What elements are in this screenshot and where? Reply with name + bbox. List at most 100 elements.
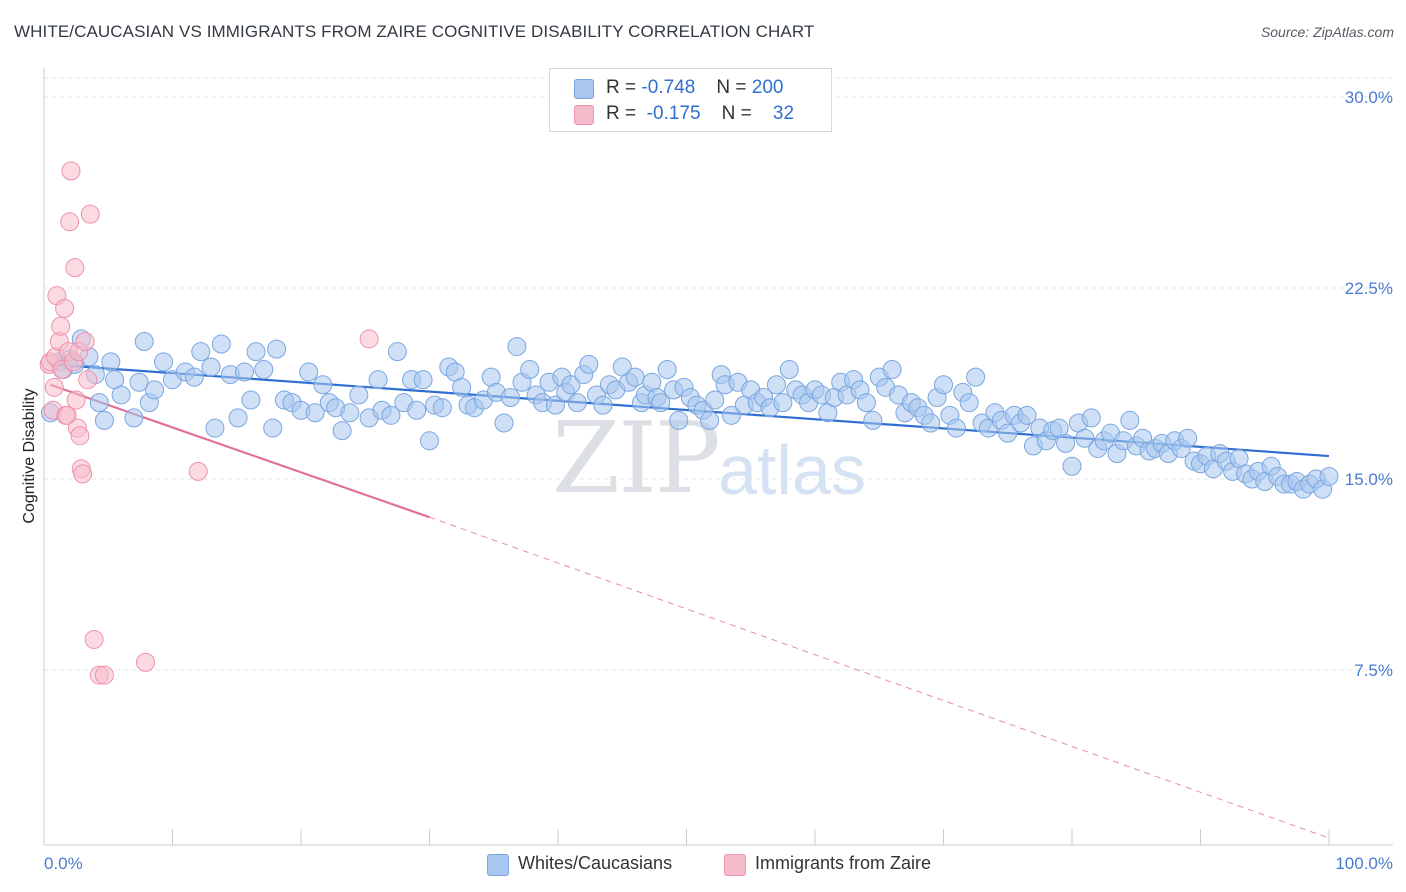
trend-line-zaire-extension (429, 516, 1330, 839)
point-whites (263, 418, 283, 438)
point-whites (387, 342, 407, 362)
point-whites (452, 377, 472, 397)
y-tick-label: 30.0% (1345, 88, 1393, 107)
point-whites (946, 418, 966, 438)
legend-text-whites: R = -0.748 N = 200 (606, 77, 783, 99)
point-whites (184, 367, 204, 387)
point-whites (766, 375, 786, 395)
point-whites (254, 359, 274, 379)
point-whites (381, 405, 401, 425)
point-whites (1017, 405, 1037, 425)
point-zaire (94, 665, 114, 685)
bottom-legend-swatch-zaire (724, 854, 746, 876)
point-whites (305, 403, 325, 423)
point-whites (625, 367, 645, 387)
legend-r-label: R = (606, 103, 637, 124)
watermark-atlas: atlas (718, 431, 866, 509)
point-whites (721, 405, 741, 425)
point-whites (340, 403, 360, 423)
point-whites (700, 410, 720, 430)
point-whites (579, 354, 599, 374)
point-whites (507, 337, 527, 357)
legend-r-label: R = (606, 77, 637, 98)
axes (43, 68, 1393, 846)
legend-n-label: N = (721, 103, 752, 124)
bottom-legend-label-whites: Whites/Caucasians (518, 853, 673, 873)
tick-labels: 7.5% 15.0% 22.5% 30.0% 0.0% 100.0% Cognitive D… (21, 88, 1393, 873)
legend-r-value-zaire: -0.175 (646, 103, 701, 124)
point-whites (966, 367, 986, 387)
point-whites (1062, 456, 1082, 476)
legend-swatch-whites (574, 79, 594, 99)
point-whites (779, 359, 799, 379)
point-whites (299, 362, 319, 382)
point-whites (313, 375, 333, 395)
point-whites (773, 393, 793, 413)
point-whites (593, 395, 613, 415)
point-whites (420, 431, 439, 451)
point-whites (407, 400, 427, 420)
point-whites (545, 395, 565, 415)
point-whites (998, 423, 1018, 443)
point-whites (1178, 428, 1198, 448)
point-whites (669, 410, 689, 430)
bottom-legend-swatch-whites (487, 854, 509, 876)
point-whites (934, 375, 953, 395)
point-whites (1319, 466, 1339, 486)
point-whites (1081, 408, 1101, 428)
point-whites (432, 398, 452, 418)
point-whites (241, 390, 261, 410)
point-whites (561, 375, 581, 395)
point-whites (154, 352, 174, 372)
point-zaire (136, 652, 156, 672)
point-whites (211, 334, 231, 354)
point-zaire (51, 316, 71, 336)
point-whites (101, 352, 121, 372)
point-zaire (57, 405, 77, 425)
point-whites (124, 408, 144, 428)
point-whites (520, 359, 540, 379)
point-whites (145, 380, 165, 400)
y-tick-label: 22.5% (1345, 279, 1393, 298)
point-zaire (55, 298, 75, 318)
point-whites (856, 393, 876, 413)
y-tick-label: 7.5% (1354, 661, 1393, 680)
point-whites (349, 385, 369, 405)
legend-swatch-zaire (574, 105, 594, 125)
x-tick-label-min: 0.0% (44, 854, 83, 873)
point-whites (882, 359, 902, 379)
point-zaire (78, 370, 98, 390)
point-zaire (70, 426, 90, 446)
point-whites (228, 408, 248, 428)
legend-n-value-whites: 200 (751, 77, 784, 98)
point-whites (191, 342, 211, 362)
trend-line-zaire (50, 383, 430, 519)
x-tick-label-max: 100.0% (1335, 854, 1393, 873)
point-whites (368, 370, 388, 390)
point-whites (111, 385, 131, 405)
legend-text-zaire: R = -0.175 N = 32 (606, 103, 794, 125)
point-zaire (75, 331, 95, 351)
point-whites (1056, 433, 1076, 453)
point-whites (651, 393, 671, 413)
point-zaire (61, 161, 81, 181)
point-whites (567, 393, 587, 413)
point-whites (921, 413, 941, 433)
point-whites (134, 331, 154, 351)
point-whites (500, 388, 520, 408)
point-zaire (65, 258, 85, 278)
watermark-zip: ZIP (552, 402, 721, 516)
point-whites (234, 362, 254, 382)
chart-title: WHITE/CAUCASIAN VS IMMIGRANTS FROM ZAIRE… (14, 22, 815, 41)
point-whites (494, 413, 514, 433)
point-zaire (44, 377, 64, 397)
point-whites (332, 421, 352, 441)
point-whites (201, 357, 221, 377)
point-zaire (188, 461, 208, 481)
data-points (39, 161, 1339, 685)
point-zaire (73, 464, 93, 484)
bottom-legend-label-zaire: Immigrants from Zaire (755, 853, 932, 873)
point-whites (267, 339, 287, 359)
point-whites (94, 410, 114, 430)
point-whites (959, 393, 979, 413)
